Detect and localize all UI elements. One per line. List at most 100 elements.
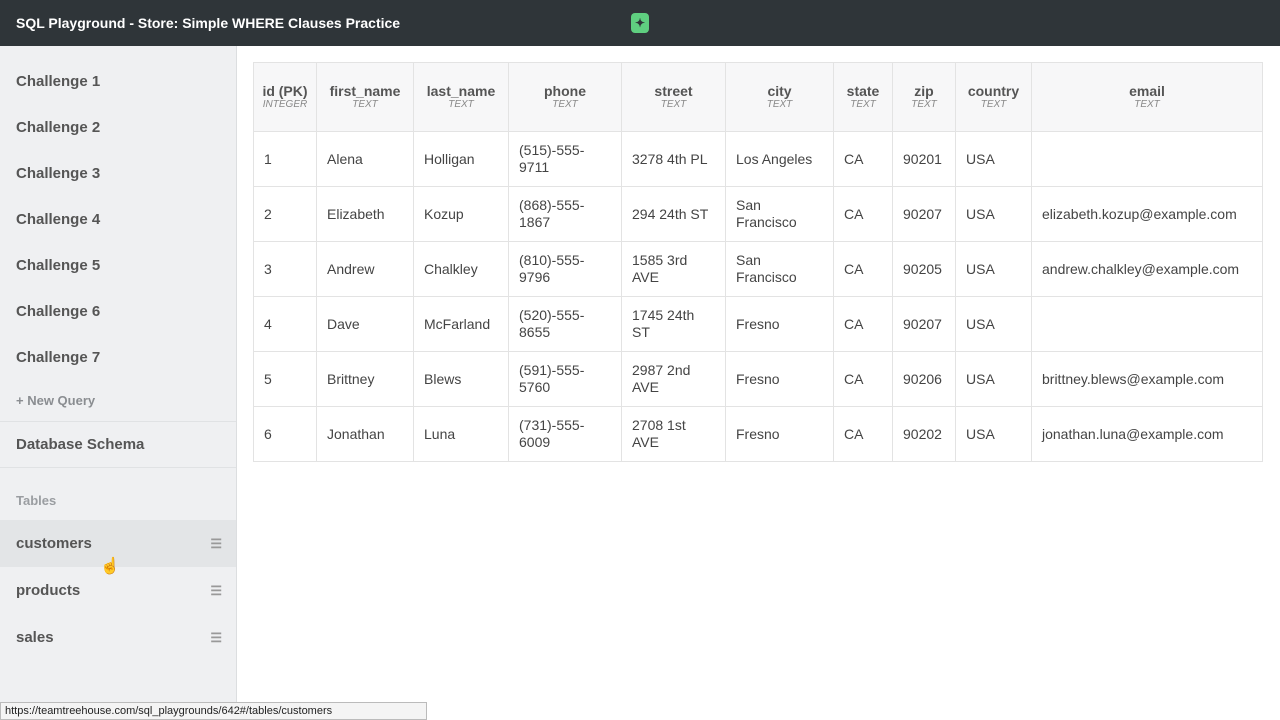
table-cell: 5 (253, 351, 317, 407)
table-cell: Jonathan (316, 406, 414, 462)
column-name: country (967, 83, 1020, 99)
column-type: TEXT (911, 99, 937, 110)
table-cell: 2987 2nd AVE (621, 351, 726, 407)
column-header-1: first_name TEXT (316, 62, 414, 132)
column-name: state (846, 83, 880, 99)
table-cell: CA (833, 186, 893, 242)
challenge-7[interactable]: Challenge 7 (16, 348, 101, 366)
table-cell: Chalkley (413, 241, 509, 297)
column-type: TEXT (552, 99, 578, 110)
table-cell: Fresno (725, 296, 834, 352)
column-name: id (PK) (262, 83, 308, 99)
challenge-2[interactable]: Challenge 2 (16, 118, 101, 136)
table-cell: USA (955, 296, 1032, 352)
column-header-5: city TEXT (725, 62, 834, 132)
table-cell: Fresno (725, 351, 834, 407)
table-item-customers[interactable]: customers ☰ (0, 520, 236, 567)
column-header-2: last_name TEXT (413, 62, 509, 132)
column-name: street (654, 83, 693, 99)
table-cell: 90205 (892, 241, 956, 297)
column-header-9: email TEXT (1031, 62, 1263, 132)
column-header-3: phone TEXT (508, 62, 622, 132)
table-cell: USA (955, 131, 1032, 187)
table-cell: Alena (316, 131, 414, 187)
column-name: city (767, 83, 792, 99)
table-row: 1 Alena Holligan (515)-555-9711 3278 4th PL L… (253, 131, 1263, 187)
table-cell: Dave (316, 296, 414, 352)
table-cell: 90201 (892, 131, 956, 187)
table-cell: 6 (253, 406, 317, 462)
database-icon[interactable]: ☰ (210, 535, 222, 551)
table-cell: (868)-555-1867 (508, 186, 622, 242)
database-icon[interactable]: ☰ (210, 629, 222, 645)
table-cell: Blews (413, 351, 509, 407)
status-url: https://teamtreehouse.com/sql_playground… (0, 702, 427, 720)
table-cell: (591)-555-5760 (508, 351, 622, 407)
table-cell: USA (955, 241, 1032, 297)
column-name: phone (544, 83, 586, 99)
table-cell: (520)-555-8655 (508, 296, 622, 352)
table-cell: CA (833, 296, 893, 352)
table-row: 4 Dave McFarland (520)-555-8655 1745 24th ST… (253, 296, 1263, 352)
table-cell: 4 (253, 296, 317, 352)
sidebar: Challenge 1 Challenge 2 Challenge 3 Challen… (0, 46, 237, 720)
table-cell: CA (833, 406, 893, 462)
challenge-5[interactable]: Challenge 5 (16, 256, 101, 274)
column-name: email (1129, 83, 1165, 99)
table-cell: Holligan (413, 131, 509, 187)
treehouse-logo-icon[interactable]: ✦ (631, 13, 649, 33)
table-cell: elizabeth.kozup@example.com (1031, 186, 1263, 242)
table-cell: 2708 1st AVE (621, 406, 726, 462)
table-cell: USA (955, 351, 1032, 407)
column-name: zip (914, 83, 934, 99)
database-icon[interactable]: ☰ (210, 582, 222, 598)
table-cell: USA (955, 406, 1032, 462)
challenge-4[interactable]: Challenge 4 (16, 210, 101, 228)
table-cell: 1585 3rd AVE (621, 241, 726, 297)
table-cell: 2 (253, 186, 317, 242)
table-cell: CA (833, 351, 893, 407)
column-type: TEXT (352, 99, 378, 110)
challenge-1[interactable]: Challenge 1 (16, 72, 101, 90)
table-cell: CA (833, 131, 893, 187)
challenge-6[interactable]: Challenge 6 (16, 302, 101, 320)
column-header-7: zip TEXT (892, 62, 956, 132)
table-cell: Fresno (725, 406, 834, 462)
table-cell: andrew.chalkley@example.com (1031, 241, 1263, 297)
table-cell: McFarland (413, 296, 509, 352)
database-schema-heading[interactable]: Database Schema (0, 422, 236, 468)
table-cell: (515)-555-9711 (508, 131, 622, 187)
table-item-products[interactable]: products ☰ (0, 567, 236, 614)
table-row: 5 Brittney Blews (591)-555-5760 2987 2nd AVE… (253, 351, 1263, 407)
table-cell: Los Angeles (725, 131, 834, 187)
column-type: TEXT (1134, 99, 1160, 110)
column-type: TEXT (766, 99, 793, 110)
column-type: TEXT (980, 99, 1007, 110)
table-cell: (731)-555-6009 (508, 406, 622, 462)
table-cell: CA (833, 241, 893, 297)
title-bar: SQL Playground - Store: Simple WHERE Cla… (0, 0, 1280, 46)
column-type: TEXT (850, 99, 876, 110)
table-name: sales (16, 629, 54, 646)
table-cell: Elizabeth (316, 186, 414, 242)
table-row: 3 Andrew Chalkley (810)-555-9796 1585 3rd AV… (253, 241, 1263, 297)
results-area: id (PK) INTEGER first_name TEXT last_name TEX… (253, 62, 1263, 462)
table-cell: 90207 (892, 186, 956, 242)
table-cell (1031, 131, 1263, 187)
table-name: customers (16, 535, 92, 552)
table-row: 6 Jonathan Luna (731)-555-6009 2708 1st AVE F… (253, 406, 1263, 462)
column-type: TEXT (448, 99, 474, 110)
challenge-3[interactable]: Challenge 3 (16, 164, 101, 182)
table-cell (1031, 296, 1263, 352)
column-name: last_name (426, 83, 496, 99)
results-table: id (PK) INTEGER first_name TEXT last_name TEX… (253, 62, 1263, 462)
new-query-button[interactable]: + New Query (0, 380, 236, 422)
table-item-sales[interactable]: sales ☰ (0, 614, 236, 661)
table-cell: Brittney (316, 351, 414, 407)
table-cell: brittney.blews@example.com (1031, 351, 1263, 407)
table-cell: San Francisco (725, 186, 834, 242)
table-cell: 90207 (892, 296, 956, 352)
table-cell: (810)-555-9796 (508, 241, 622, 297)
table-cell: jonathan.luna@example.com (1031, 406, 1263, 462)
table-cell: 3278 4th PL (621, 131, 726, 187)
